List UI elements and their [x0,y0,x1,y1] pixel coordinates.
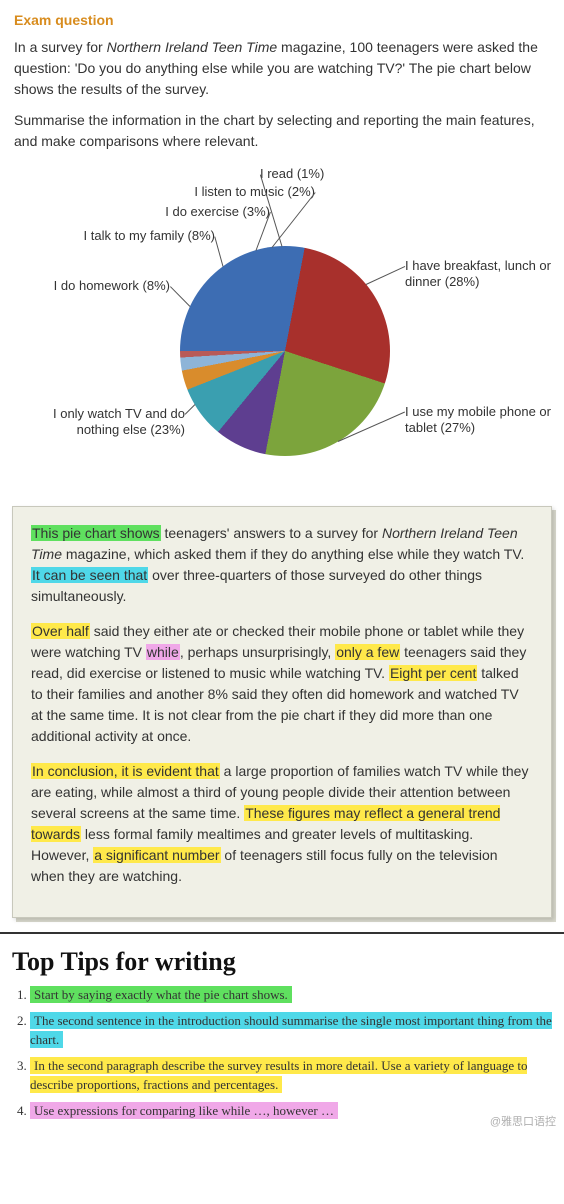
tips-title: Top Tips for writing [0,938,564,985]
essay-segment: magazine, which asked them if they do an… [62,546,524,562]
essay-segment: while [146,644,180,660]
pie-leader-line [170,286,191,307]
pie-label: I talk to my family (8%) [55,228,215,244]
essay-segment: In conclusion, it is evident that [31,763,220,779]
tip-text: The second sentence in the introduction … [30,1012,552,1049]
exam-question-title: Exam question [14,10,550,31]
essay-segment: It can be seen that [31,567,148,583]
pie-label: I have breakfast, lunch or dinner (28%) [405,258,555,289]
essay-segment: only a few [335,644,400,660]
essay-segment: a significant number [93,847,220,863]
intro-paragraph-1: In a survey for Northern Ireland Teen Ti… [14,37,550,100]
pie-label: I read (1%) [260,166,360,182]
pie-label: I only watch TV and do nothing else (23%… [25,406,185,437]
intro1-pre: In a survey for [14,39,107,55]
pie-leader-line [366,266,406,285]
essay-paragraph-1: This pie chart shows teenagers' answers … [31,523,533,607]
essay-segment: This pie chart shows [31,525,161,541]
pie-label: I do homework (8%) [30,278,170,294]
tip-text: Use expressions for comparing like while… [30,1102,338,1119]
essay-segment: Over half [31,623,90,639]
tip-item: Use expressions for comparing like while… [30,1101,552,1121]
section-divider [0,932,564,934]
pie-chart-area: I have breakfast, lunch or dinner (28%) I… [0,166,564,496]
pie-label: I listen to music (2%) [165,184,315,200]
tip-item: Start by saying exactly what the pie cha… [30,985,552,1005]
watermark-text: @雅思口语控 [490,1114,556,1131]
essay-segment: , perhaps unsurprisingly, [180,644,335,660]
exam-question-section: Exam question In a survey for Northern I… [0,0,564,166]
essay-note-paper: This pie chart shows teenagers' answers … [12,506,552,918]
tips-list: Start by saying exactly what the pie cha… [0,985,564,1138]
pie-chart [180,246,390,456]
tip-item: In the second paragraph describe the sur… [30,1056,552,1095]
pie-label: I do exercise (3%) [130,204,270,220]
essay-segment: Eight per cent [389,665,477,681]
tip-text: In the second paragraph describe the sur… [30,1057,527,1094]
pie-leader-line [271,192,315,247]
intro-paragraph-2: Summarise the information in the chart b… [14,110,550,152]
intro1-italic: Northern Ireland Teen Time [107,39,278,55]
pie-leader-line [215,236,224,266]
pie-label: I use my mobile phone or tablet (27%) [405,404,555,435]
essay-paragraph-2: Over half said they either ate or checke… [31,621,533,747]
tip-item: The second sentence in the introduction … [30,1011,552,1050]
tip-text: Start by saying exactly what the pie cha… [30,986,292,1003]
essay-paragraph-3: In conclusion, it is evident that a larg… [31,761,533,887]
essay-segment: teenagers' answers to a survey for [161,525,382,541]
pie-leader-line [185,405,195,415]
